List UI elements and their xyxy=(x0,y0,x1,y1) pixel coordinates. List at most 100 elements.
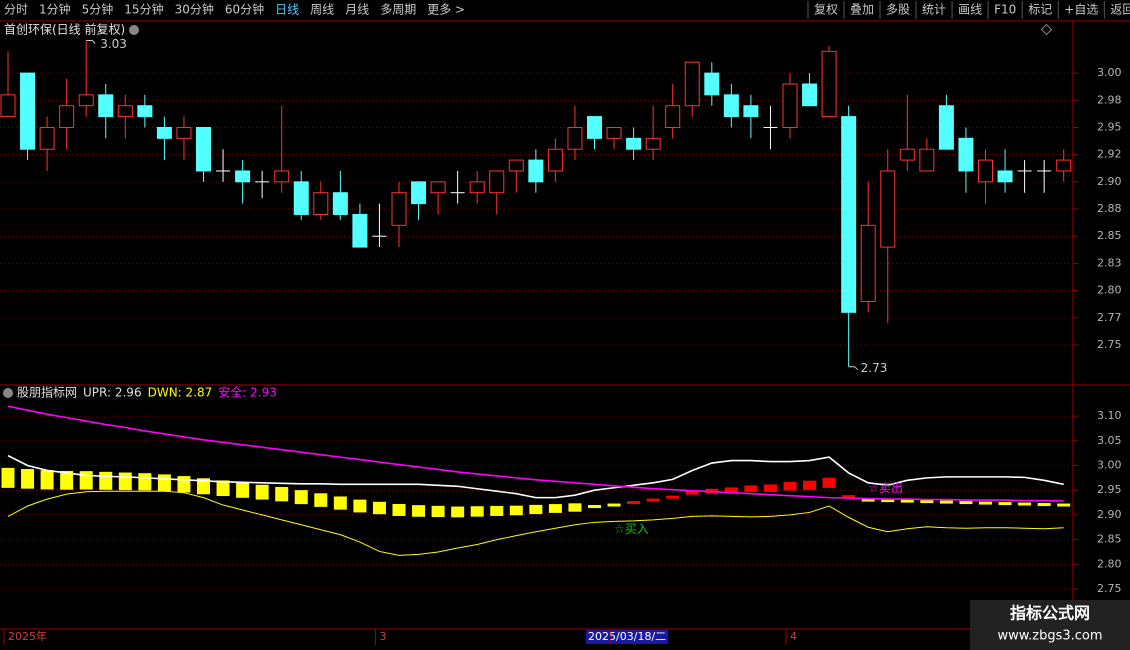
signal-block xyxy=(627,501,641,505)
period-button[interactable]: 更多 > xyxy=(427,3,465,17)
y-tick-label: 3.05 xyxy=(1097,434,1122,447)
candle-body xyxy=(802,83,818,107)
period-button[interactable]: 60分钟 xyxy=(225,2,264,17)
period-button[interactable]: 多周期 xyxy=(380,3,416,17)
y-tick-label: 2.95 xyxy=(1097,483,1122,496)
signal-block xyxy=(372,501,386,515)
candle-body xyxy=(1056,159,1072,172)
signal-block xyxy=(842,495,856,499)
candle-body xyxy=(469,181,485,194)
candle-body xyxy=(137,105,153,118)
tool-button[interactable]: 返回 xyxy=(1110,3,1130,17)
signal-block xyxy=(607,503,621,507)
candle-body xyxy=(978,159,993,183)
x-tick-label: 2025年 xyxy=(8,629,47,643)
candle-body xyxy=(78,94,94,107)
y-tick-label: 3.00 xyxy=(1097,459,1122,472)
y-tick-label: 2.75 xyxy=(1097,338,1122,351)
low-label: 2.73 xyxy=(861,361,888,375)
candle-body xyxy=(176,126,192,139)
period-button[interactable]: 1分钟 xyxy=(39,2,71,17)
y-tick-label: 2.80 xyxy=(1097,557,1122,570)
y-tick-label: 2.90 xyxy=(1097,508,1122,521)
signal-block xyxy=(1018,502,1032,506)
signal-label: ☆卖出 xyxy=(868,481,903,495)
candle-body xyxy=(489,170,505,194)
candle-body xyxy=(684,61,700,107)
candle-body xyxy=(352,213,368,248)
period-button[interactable]: 分时 xyxy=(4,3,28,17)
y-tick-label: 2.77 xyxy=(1097,311,1122,324)
legend-entry: DWN: 2.87 xyxy=(148,386,213,400)
indicator-line xyxy=(7,454,1064,499)
y-tick-label: 2.83 xyxy=(1097,256,1122,269)
signal-block xyxy=(861,498,875,502)
signal-block xyxy=(157,474,171,492)
signal-block xyxy=(431,505,445,518)
pointer xyxy=(86,39,96,44)
signal-block xyxy=(412,505,426,517)
signal-block xyxy=(21,469,35,489)
period-button[interactable]: 30分钟 xyxy=(175,2,214,17)
signal-block xyxy=(920,500,934,504)
signal-block xyxy=(40,470,54,490)
tool-button[interactable]: 多股 xyxy=(886,3,910,17)
watermark: 指标公式网 www.zbgs3.com xyxy=(970,600,1130,650)
signal-block xyxy=(490,505,504,516)
signal-block xyxy=(568,503,582,512)
signal-block xyxy=(470,506,484,517)
candle-body xyxy=(332,192,348,215)
tool-button[interactable]: 统计 xyxy=(922,3,946,17)
dropdown-icon[interactable] xyxy=(129,25,139,35)
candle-body xyxy=(626,137,642,150)
toolbar xyxy=(0,0,1130,20)
y-tick-label: 2.85 xyxy=(1097,229,1122,242)
candle-body xyxy=(880,170,896,248)
candle-body xyxy=(743,105,759,118)
period-button[interactable]: 日线 xyxy=(275,3,299,17)
y-tick-label: 2.98 xyxy=(1097,93,1122,106)
period-button[interactable]: 5分钟 xyxy=(82,2,114,17)
indicator-title: 股朋指标网 xyxy=(17,385,77,400)
signal-block xyxy=(1,467,15,488)
candle-body xyxy=(508,159,524,172)
candle-body xyxy=(528,159,544,183)
tool-button[interactable]: 标记 xyxy=(1028,3,1052,17)
signal-block xyxy=(939,500,953,504)
signal-block xyxy=(666,495,680,499)
candle-body xyxy=(587,116,602,139)
signal-block xyxy=(118,472,132,491)
candle-body xyxy=(39,126,55,150)
diamond-icon[interactable] xyxy=(1040,23,1053,36)
signal-block xyxy=(881,499,895,503)
signal-block xyxy=(509,505,523,516)
period-button[interactable]: 月线 xyxy=(345,3,369,17)
signal-block xyxy=(900,499,914,503)
signal-block xyxy=(333,496,347,510)
signal-block xyxy=(392,503,406,516)
candle-body xyxy=(430,181,446,194)
signal-block xyxy=(255,484,269,500)
dropdown-icon[interactable] xyxy=(3,388,13,398)
y-tick-label: 3.00 xyxy=(1097,66,1122,79)
candle-body xyxy=(0,94,16,118)
signal-block xyxy=(646,498,660,502)
tool-button[interactable]: 复权 xyxy=(814,3,838,17)
period-button[interactable]: 15分钟 xyxy=(124,2,163,17)
signal-block xyxy=(803,480,817,490)
tool-button[interactable]: 叠加 xyxy=(850,3,874,17)
candle-body xyxy=(606,126,622,139)
period-button[interactable]: 周线 xyxy=(310,3,334,17)
candle-body xyxy=(821,50,837,118)
tool-button[interactable]: F10 xyxy=(994,3,1016,17)
signal-block xyxy=(79,471,93,490)
candle-body xyxy=(938,105,954,150)
signal-label: ☆买入 xyxy=(614,522,649,536)
tool-button[interactable]: 画线 xyxy=(958,3,982,17)
candle-body xyxy=(958,137,974,172)
candle-body xyxy=(547,148,563,172)
y-tick-label: 2.80 xyxy=(1097,284,1122,297)
tool-button[interactable]: +自选 xyxy=(1064,3,1098,17)
watermark-url: www.zbgs3.com xyxy=(997,629,1102,644)
candle-body xyxy=(196,126,211,172)
